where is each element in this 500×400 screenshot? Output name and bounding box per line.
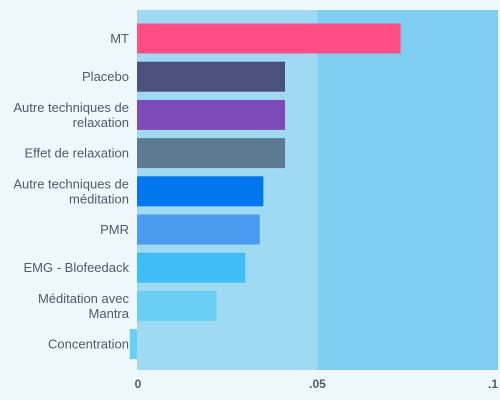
bar[interactable] <box>137 23 401 54</box>
category-label: Autre techniques de méditation <box>13 176 129 206</box>
bar[interactable] <box>129 329 137 360</box>
x-tick-label: 0 <box>135 377 142 391</box>
category-label: PMR <box>100 222 129 237</box>
category-label: MT <box>110 31 129 46</box>
category-label: Autre techniques de relaxation <box>13 100 129 130</box>
category-label: Placebo <box>82 69 129 84</box>
category-label: Effet de relaxation <box>24 146 129 161</box>
bar[interactable] <box>137 99 286 130</box>
bar[interactable] <box>137 138 286 169</box>
category-label: Méditation avec Mantra <box>38 291 130 321</box>
bar[interactable] <box>137 252 246 283</box>
x-axis-ticks: 0 .05 .1 <box>135 377 499 391</box>
category-label: Concentration <box>48 337 129 352</box>
category-label: EMG - Blofeedack <box>24 260 130 275</box>
category-labels: MT Placebo Autre techniques de relaxation Ef… <box>13 31 129 352</box>
bar[interactable] <box>137 176 264 207</box>
background-band <box>317 10 498 370</box>
bar[interactable] <box>137 61 286 92</box>
x-tick-label: .05 <box>309 377 326 391</box>
bar[interactable] <box>137 290 217 321</box>
bars <box>129 23 401 360</box>
bar[interactable] <box>137 214 260 245</box>
x-tick-label: .1 <box>488 377 498 391</box>
